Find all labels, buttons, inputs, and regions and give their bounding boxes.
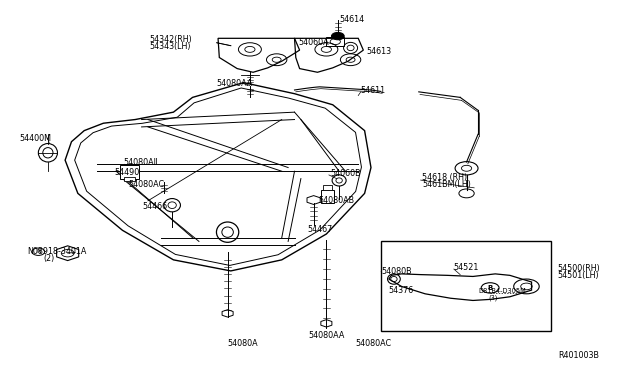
Text: 54400M: 54400M — [19, 134, 51, 142]
Text: D81B4-D305M: D81B4-D305M — [478, 288, 526, 294]
Circle shape — [332, 32, 344, 40]
Text: 54080AⅡ: 54080AⅡ — [124, 157, 158, 167]
Bar — [381, 241, 550, 331]
Text: 54080AC: 54080AC — [355, 339, 391, 348]
Text: N: N — [36, 249, 41, 254]
Text: R401003B: R401003B — [558, 351, 599, 360]
Text: 54501(LH): 54501(LH) — [557, 271, 598, 280]
Bar — [120, 165, 139, 179]
Text: 54467: 54467 — [307, 225, 333, 234]
Text: 54060B: 54060B — [330, 169, 361, 178]
Text: 54466: 54466 — [143, 202, 168, 211]
Bar — [124, 177, 135, 181]
Text: 54080B: 54080B — [382, 267, 412, 276]
Text: 54500(RH): 54500(RH) — [557, 264, 600, 273]
Text: 54490: 54490 — [115, 168, 140, 177]
Circle shape — [390, 265, 397, 269]
Bar — [326, 37, 344, 46]
Text: 54080AB: 54080AB — [318, 196, 354, 205]
Text: 54376: 54376 — [389, 286, 414, 295]
Text: 54611: 54611 — [361, 86, 386, 95]
Text: (3): (3) — [488, 294, 498, 301]
Bar — [323, 185, 332, 190]
Text: 54618 (RH): 54618 (RH) — [422, 173, 467, 182]
Text: 54613: 54613 — [366, 47, 391, 56]
Text: 54521: 54521 — [454, 263, 479, 272]
Text: (2): (2) — [44, 254, 54, 263]
Text: 54343(LH): 54343(LH) — [149, 42, 191, 51]
Text: 54080A: 54080A — [228, 339, 258, 348]
Text: 54060A: 54060A — [298, 38, 329, 47]
Text: 54080AA: 54080AA — [308, 331, 345, 340]
Text: 54614: 54614 — [339, 15, 364, 24]
Text: N08918-3401A: N08918-3401A — [27, 247, 86, 256]
Text: 54080AC: 54080AC — [129, 180, 165, 189]
Text: 54080AA: 54080AA — [217, 79, 253, 88]
Text: 5461BM(LH): 5461BM(LH) — [422, 180, 471, 189]
Bar — [321, 190, 334, 203]
Text: B: B — [488, 285, 493, 291]
Text: 54342(RH): 54342(RH) — [149, 35, 192, 44]
